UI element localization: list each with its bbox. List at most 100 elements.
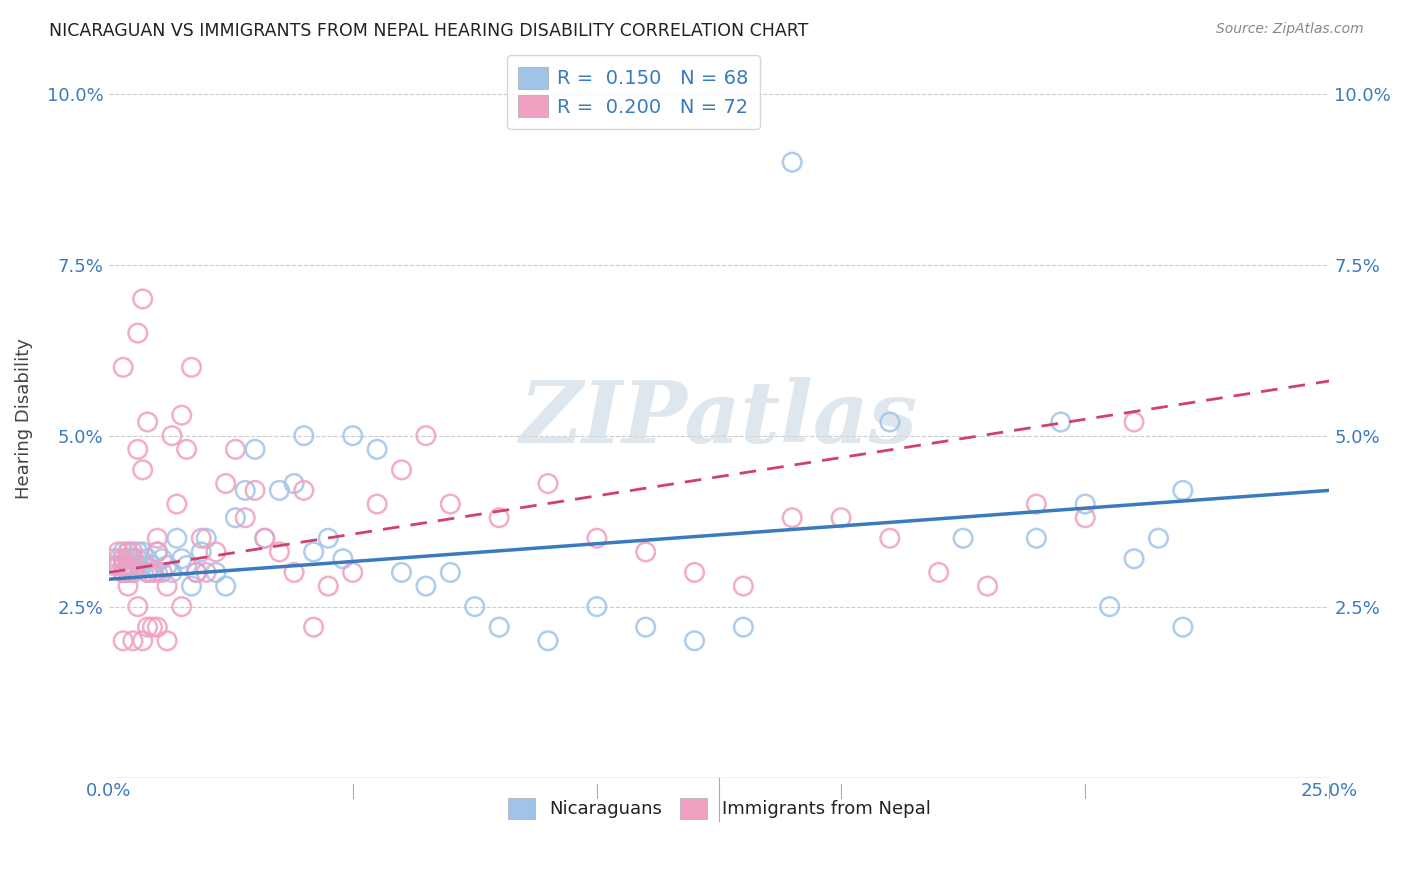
Point: [122, 633, 145, 648]
Point: [127, 545, 149, 559]
Point: [195, 566, 218, 580]
Point: [122, 545, 145, 559]
Point: [879, 531, 901, 545]
Point: [292, 483, 315, 498]
Point: [830, 510, 852, 524]
Point: [292, 428, 315, 442]
Point: [131, 545, 153, 559]
Point: [879, 415, 901, 429]
Point: [928, 566, 950, 580]
Point: [136, 620, 159, 634]
Text: Source: ZipAtlas.com: Source: ZipAtlas.com: [1216, 22, 1364, 37]
Point: [127, 326, 149, 340]
Point: [683, 566, 706, 580]
Point: [156, 558, 179, 573]
Point: [243, 442, 266, 457]
Point: [170, 599, 193, 614]
Point: [190, 545, 212, 559]
Point: [117, 558, 139, 573]
Point: [141, 558, 163, 573]
Point: [176, 442, 198, 457]
Point: [634, 545, 657, 559]
Point: [316, 531, 339, 545]
Point: [112, 633, 135, 648]
Point: [136, 551, 159, 566]
Point: [146, 566, 169, 580]
Point: [117, 579, 139, 593]
Point: [131, 292, 153, 306]
Point: [316, 579, 339, 593]
Point: [131, 558, 153, 573]
Point: [488, 510, 510, 524]
Point: [1025, 531, 1047, 545]
Point: [342, 428, 364, 442]
Point: [537, 633, 560, 648]
Point: [112, 545, 135, 559]
Point: [224, 510, 246, 524]
Point: [141, 566, 163, 580]
Point: [302, 620, 325, 634]
Point: [342, 566, 364, 580]
Point: [253, 531, 276, 545]
Point: [127, 599, 149, 614]
Point: [176, 558, 198, 573]
Point: [180, 579, 202, 593]
Point: [103, 551, 125, 566]
Point: [131, 463, 153, 477]
Point: [186, 566, 208, 580]
Point: [160, 428, 183, 442]
Y-axis label: Hearing Disability: Hearing Disability: [15, 338, 32, 499]
Point: [302, 545, 325, 559]
Point: [243, 483, 266, 498]
Point: [112, 566, 135, 580]
Point: [976, 579, 998, 593]
Point: [190, 531, 212, 545]
Point: [112, 360, 135, 375]
Point: [136, 566, 159, 580]
Point: [253, 531, 276, 545]
Point: [215, 579, 238, 593]
Point: [391, 463, 413, 477]
Point: [391, 566, 413, 580]
Point: [131, 633, 153, 648]
Point: [366, 497, 388, 511]
Point: [415, 579, 437, 593]
Point: [780, 510, 803, 524]
Point: [205, 545, 228, 559]
Legend: Nicaraguans, Immigrants from Nepal: Nicaraguans, Immigrants from Nepal: [501, 790, 938, 826]
Point: [215, 476, 238, 491]
Point: [488, 620, 510, 634]
Point: [117, 545, 139, 559]
Point: [141, 620, 163, 634]
Point: [634, 620, 657, 634]
Point: [150, 551, 173, 566]
Point: [233, 510, 256, 524]
Point: [683, 633, 706, 648]
Point: [127, 551, 149, 566]
Point: [146, 545, 169, 559]
Point: [1171, 620, 1194, 634]
Point: [205, 566, 228, 580]
Point: [107, 545, 129, 559]
Point: [186, 566, 208, 580]
Point: [150, 566, 173, 580]
Point: [170, 551, 193, 566]
Point: [439, 497, 461, 511]
Point: [780, 155, 803, 169]
Point: [103, 558, 125, 573]
Point: [160, 566, 183, 580]
Point: [586, 599, 609, 614]
Point: [146, 545, 169, 559]
Point: [1025, 497, 1047, 511]
Point: [127, 558, 149, 573]
Point: [107, 551, 129, 566]
Point: [366, 442, 388, 457]
Point: [117, 545, 139, 559]
Point: [439, 566, 461, 580]
Point: [122, 551, 145, 566]
Point: [112, 558, 135, 573]
Point: [166, 497, 188, 511]
Point: [166, 531, 188, 545]
Point: [122, 566, 145, 580]
Point: [117, 551, 139, 566]
